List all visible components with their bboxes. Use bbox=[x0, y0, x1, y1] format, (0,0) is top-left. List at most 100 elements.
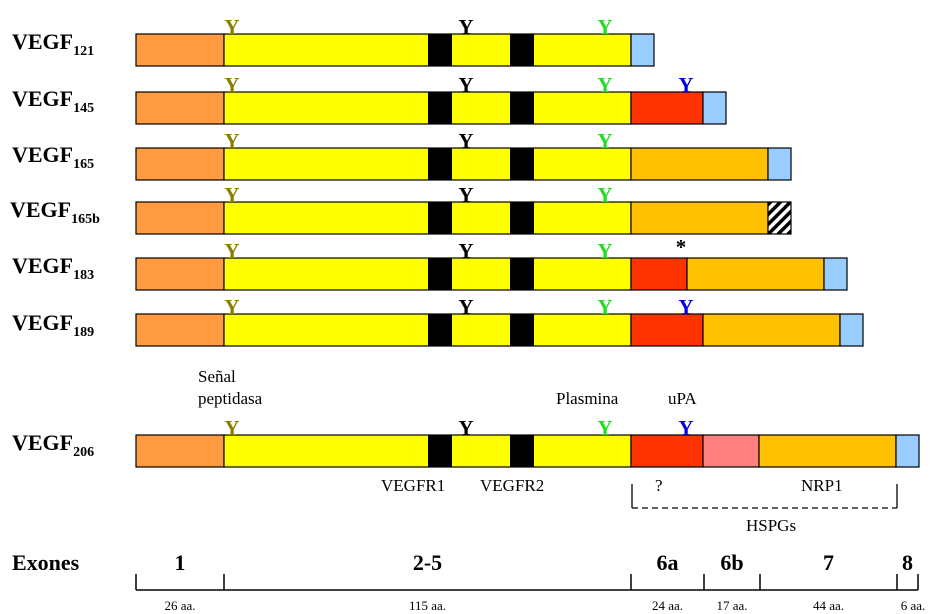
isoform-row-vegf165: VEGF165 Y Y Y bbox=[12, 129, 792, 181]
vegfr1-binding-box bbox=[428, 202, 452, 234]
vegfr2-label: VEGFR2 bbox=[480, 476, 544, 495]
isoform-rows: VEGF121 Y Y Y VEGF145 Y Y Y Y VEGF165 Y Y Y VEGF165b Y… bbox=[10, 15, 920, 468]
exon6a-segment bbox=[630, 313, 704, 347]
upa-label: uPA bbox=[668, 389, 697, 408]
vegfr2-binding-box bbox=[510, 202, 534, 234]
exon6b-segment bbox=[702, 434, 760, 468]
exon-aa-count: 26 aa. bbox=[164, 598, 195, 613]
vegfr1-binding-box bbox=[428, 34, 452, 66]
isoform-row-vegf165b: VEGF165b Y Y Y bbox=[10, 183, 792, 235]
core-exon-2-5-segment bbox=[223, 147, 632, 181]
isoform-label: VEGF206 bbox=[12, 430, 94, 460]
signal-peptidase-label-line1: Señal bbox=[198, 367, 236, 386]
exon-label: 6a bbox=[657, 550, 679, 575]
unknown-binding-label: ? bbox=[655, 476, 663, 495]
exon-label: 2-5 bbox=[413, 550, 442, 575]
vegfr1-binding-box bbox=[428, 258, 452, 290]
plasmin-site-y: Y bbox=[597, 183, 612, 207]
isoform-label: VEGF189 bbox=[12, 310, 94, 340]
vegfr1-binding-box bbox=[428, 435, 452, 467]
hspgs-bracket bbox=[631, 484, 898, 509]
plasmin-site-y: Y bbox=[597, 73, 612, 97]
exon-aa-count: 44 aa. bbox=[813, 598, 844, 613]
signal-peptidase-site-y: Y bbox=[224, 15, 239, 39]
upa-site-y: Y bbox=[678, 295, 693, 319]
isoform-label: VEGF183 bbox=[12, 253, 94, 283]
exon8-segment bbox=[823, 257, 848, 291]
signal-peptide-segment bbox=[135, 91, 225, 125]
signal-peptide-segment bbox=[135, 201, 225, 235]
signal-peptidase-site-y: Y bbox=[224, 73, 239, 97]
exons-title: Exones bbox=[12, 550, 80, 575]
exon-aa-count: 115 aa. bbox=[409, 598, 446, 613]
vegfr1-binding-box bbox=[428, 148, 452, 180]
star-marker: * bbox=[676, 235, 687, 259]
signal-peptide-segment bbox=[135, 434, 225, 468]
isoform-label: VEGF165 bbox=[12, 142, 94, 172]
cleavage-site-y: Y bbox=[458, 295, 473, 319]
cleavage-site-y: Y bbox=[458, 416, 473, 440]
cleavage-site-y: Y bbox=[458, 15, 473, 39]
cleavage-site-y: Y bbox=[458, 73, 473, 97]
core-exon-2-5-segment bbox=[223, 257, 632, 291]
vegfr2-binding-box bbox=[510, 314, 534, 346]
vegfr1-label: VEGFR1 bbox=[381, 476, 445, 495]
signal-peptide-segment bbox=[135, 147, 225, 181]
hspgs-label: HSPGs bbox=[746, 516, 796, 535]
exon-scale: Exones 1 26 aa. 2-5 115 aa. 6a 24 aa. 6b 17 aa.… bbox=[12, 550, 925, 613]
exon7-segment bbox=[686, 257, 825, 291]
exon-label: 7 bbox=[823, 550, 834, 575]
exon8-segment bbox=[630, 33, 655, 67]
plasmin-site-y: Y bbox=[597, 239, 612, 263]
cleavage-site-y: Y bbox=[458, 239, 473, 263]
upa-site-y: Y bbox=[678, 416, 693, 440]
exon8b-segment bbox=[767, 201, 792, 235]
vegfr2-binding-box bbox=[510, 148, 534, 180]
exon-aa-count: 24 aa. bbox=[652, 598, 683, 613]
core-exon-2-5-segment bbox=[223, 434, 632, 468]
isoform-label: VEGF121 bbox=[12, 29, 94, 59]
core-exon-2-5-segment bbox=[223, 91, 632, 125]
vegfr2-binding-box bbox=[510, 34, 534, 66]
isoform-row-vegf206: VEGF206 Y Y Y Y bbox=[12, 416, 920, 468]
plasmin-site-y: Y bbox=[597, 15, 612, 39]
core-exon-2-5-segment bbox=[223, 313, 632, 347]
isoform-label: VEGF145 bbox=[12, 86, 94, 116]
exon8-segment bbox=[839, 313, 864, 347]
vegfr2-binding-box bbox=[510, 258, 534, 290]
signal-peptidase-site-y: Y bbox=[224, 239, 239, 263]
nrp1-label: NRP1 bbox=[801, 476, 843, 495]
exon6a-segment bbox=[630, 91, 704, 125]
isoform-row-vegf121: VEGF121 Y Y Y bbox=[12, 15, 655, 67]
plasmin-site-y: Y bbox=[597, 129, 612, 153]
vegfr2-binding-box bbox=[510, 435, 534, 467]
signal-peptidase-site-y: Y bbox=[224, 129, 239, 153]
exon-label: 8 bbox=[902, 550, 913, 575]
exon7-segment bbox=[702, 313, 841, 347]
signal-peptidase-site-y: Y bbox=[224, 295, 239, 319]
signal-peptidase-label-line2: peptidasa bbox=[198, 389, 263, 408]
exon-label: 6b bbox=[720, 550, 743, 575]
signal-peptidase-site-y: Y bbox=[224, 416, 239, 440]
signal-peptide-segment bbox=[135, 33, 225, 67]
upa-site-y: Y bbox=[678, 73, 693, 97]
vegfr1-binding-box bbox=[428, 314, 452, 346]
exon7-segment bbox=[630, 147, 769, 181]
vegfr1-binding-box bbox=[428, 92, 452, 124]
cleavage-site-y: Y bbox=[458, 183, 473, 207]
isoform-row-vegf145: VEGF145 Y Y Y Y bbox=[12, 73, 727, 125]
core-exon-2-5-segment bbox=[223, 201, 632, 235]
annotations: Señal peptidasa Plasmina uPA VEGFR1 VEGF… bbox=[198, 367, 898, 535]
vegfr2-binding-box bbox=[510, 92, 534, 124]
plasmin-label: Plasmina bbox=[556, 389, 619, 408]
plasmin-site-y: Y bbox=[597, 295, 612, 319]
exon-label: 1 bbox=[175, 550, 186, 575]
exon-aa-count: 6 aa. bbox=[901, 598, 926, 613]
exon7-segment bbox=[630, 201, 769, 235]
signal-peptide-segment bbox=[135, 257, 225, 291]
isoform-row-vegf183: VEGF183 Y Y Y * bbox=[12, 235, 848, 291]
isoform-label: VEGF165b bbox=[10, 197, 100, 227]
plasmin-site-y: Y bbox=[597, 416, 612, 440]
